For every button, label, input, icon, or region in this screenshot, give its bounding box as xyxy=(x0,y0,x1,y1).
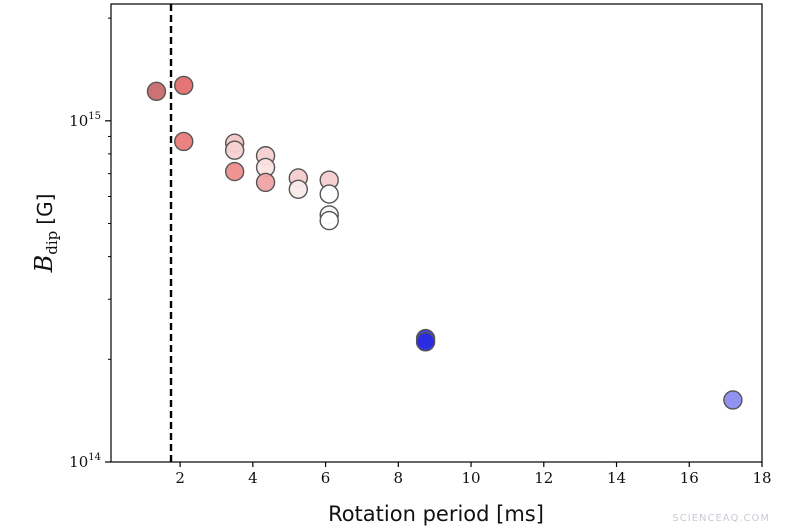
data-point-9 xyxy=(255,172,276,193)
y-axis-label-main: B xyxy=(30,255,58,274)
y-axis-label: Bdip [G] xyxy=(30,194,61,274)
data-point-13 xyxy=(319,184,339,204)
x-tick-label: 10 xyxy=(462,469,481,487)
data-point-1 xyxy=(146,81,167,102)
y-axis-ticks: 1014 1015 xyxy=(69,17,111,471)
x-tick-label: 16 xyxy=(680,469,699,487)
x-tick-label: 2 xyxy=(175,469,185,487)
x-tick-label: 12 xyxy=(534,469,553,487)
y-tick-label: 1014 xyxy=(69,452,101,471)
x-tick-label: 8 xyxy=(394,469,404,487)
data-point-17 xyxy=(415,332,436,352)
x-axis-label: Rotation period [ms] xyxy=(328,502,544,526)
data-point-18 xyxy=(723,390,743,410)
data-point-15 xyxy=(319,210,339,231)
plot-frame xyxy=(110,3,763,463)
y-tick-label: 1015 xyxy=(69,111,101,130)
x-tick-label: 18 xyxy=(752,469,771,487)
data-point-2 xyxy=(174,75,194,96)
data-point-5 xyxy=(224,140,245,160)
data-point-6 xyxy=(224,161,245,182)
x-tick-label: 14 xyxy=(607,469,626,487)
x-tick-label: 6 xyxy=(321,469,331,487)
y-axis-label-subscript: dip xyxy=(43,231,61,255)
y-axis-label-unit: [G] xyxy=(33,194,57,225)
data-points xyxy=(146,75,743,410)
x-axis-ticks: 2 4 6 8 10 12 14 16 18 xyxy=(175,462,772,487)
watermark: SCIENCEAQ.COM xyxy=(672,513,770,524)
data-point-3 xyxy=(174,131,194,152)
data-point-11 xyxy=(288,179,308,199)
x-tick-label: 4 xyxy=(248,469,258,487)
